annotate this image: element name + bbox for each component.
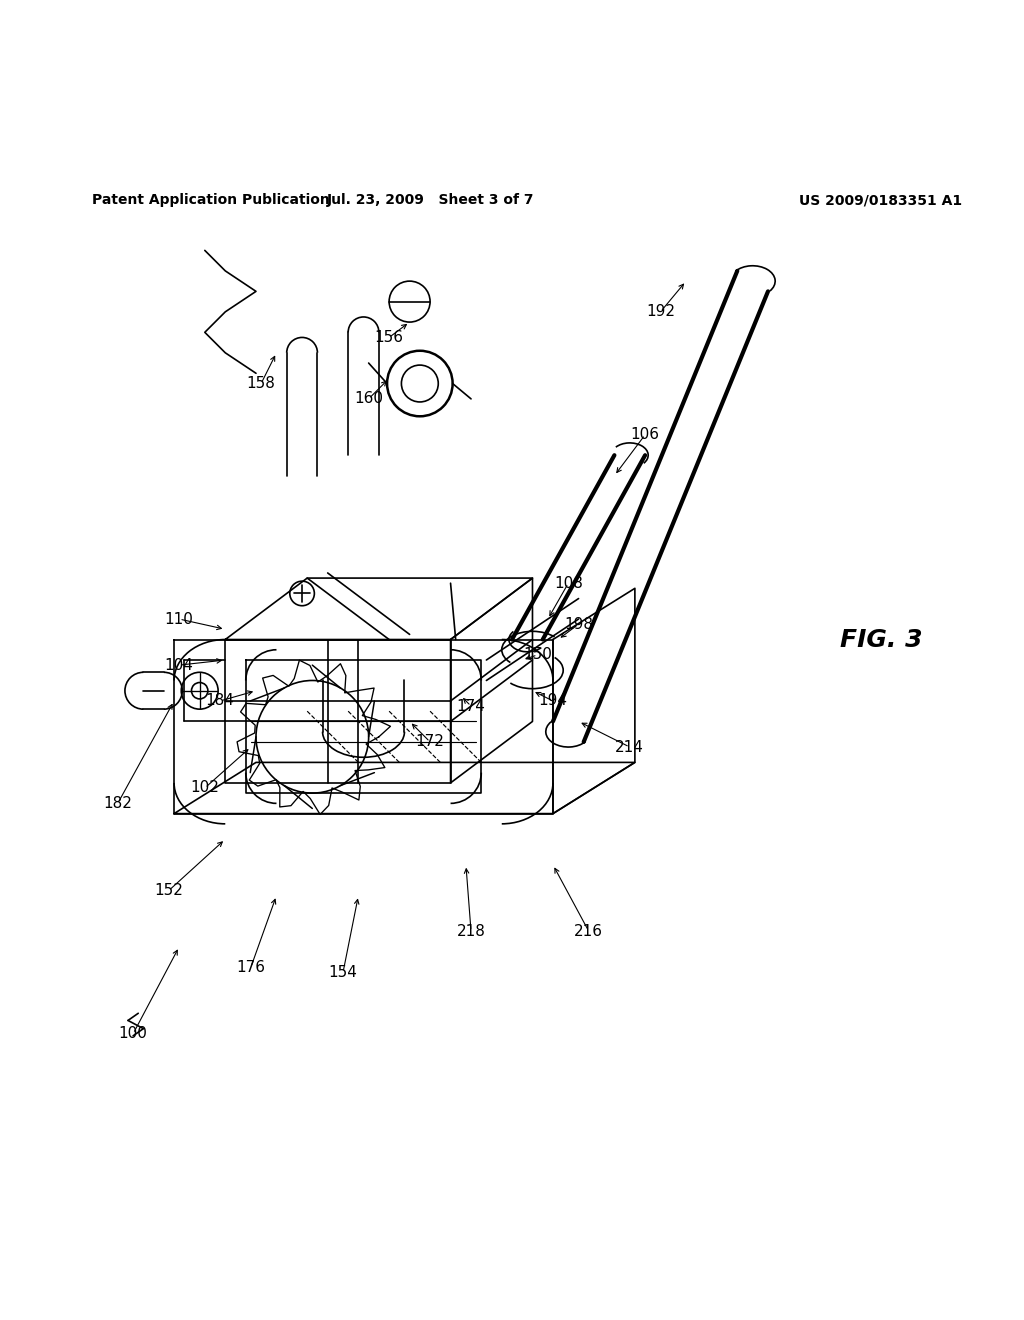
Text: 100: 100: [119, 1026, 147, 1041]
Text: 110: 110: [165, 611, 194, 627]
Text: 150: 150: [523, 647, 552, 663]
Text: 174: 174: [457, 698, 485, 714]
Text: 152: 152: [155, 883, 183, 898]
Text: 108: 108: [554, 576, 583, 591]
Text: Patent Application Publication: Patent Application Publication: [92, 193, 330, 207]
Text: FIG. 3: FIG. 3: [840, 627, 923, 652]
Text: 194: 194: [539, 693, 567, 709]
Text: 198: 198: [564, 616, 593, 632]
Text: 104: 104: [165, 657, 194, 673]
Text: Jul. 23, 2009   Sheet 3 of 7: Jul. 23, 2009 Sheet 3 of 7: [327, 193, 534, 207]
Text: 192: 192: [646, 305, 675, 319]
Text: 182: 182: [103, 796, 132, 810]
Text: 172: 172: [416, 734, 444, 750]
Text: 154: 154: [329, 965, 357, 979]
Text: US 2009/0183351 A1: US 2009/0183351 A1: [799, 193, 962, 207]
Text: 184: 184: [206, 693, 234, 709]
Text: 176: 176: [237, 960, 265, 974]
Text: 216: 216: [574, 924, 603, 939]
Text: 218: 218: [457, 924, 485, 939]
Text: 158: 158: [247, 376, 275, 391]
Text: 106: 106: [631, 428, 659, 442]
Text: 214: 214: [615, 739, 644, 755]
Text: 102: 102: [190, 780, 219, 796]
Text: 160: 160: [354, 391, 383, 407]
Text: 156: 156: [375, 330, 403, 345]
